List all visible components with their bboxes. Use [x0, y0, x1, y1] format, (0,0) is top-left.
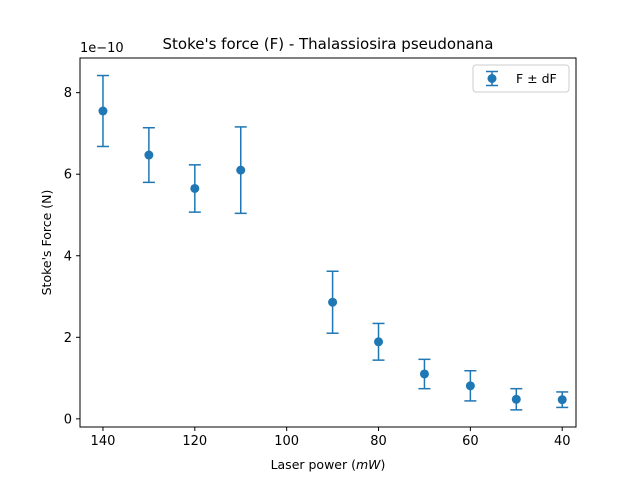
chart-title: Stoke's force (F) - Thalassiosira pseudo…	[163, 35, 494, 53]
x-tick-label: 120	[182, 434, 207, 449]
data-point	[465, 381, 475, 391]
data-point	[190, 183, 200, 193]
data-point	[557, 395, 567, 405]
legend-point	[487, 74, 497, 83]
marks-layer	[96, 74, 569, 411]
x-tick-label: 140	[91, 434, 116, 449]
x-tick-label: 40	[554, 434, 571, 449]
y-tick-label: 2	[64, 331, 72, 346]
y-tick-label: 8	[64, 86, 72, 101]
y-tick-label: 4	[64, 249, 72, 264]
y-tick-label: 6	[64, 168, 72, 183]
legend-label: F ± dF	[516, 71, 557, 86]
ticks-layer: 140 120 100 80 60 40 0 2 4 6 8	[64, 86, 571, 449]
x-axis-label: Laser power (mW)	[271, 457, 386, 472]
data-point	[98, 106, 108, 116]
data-point	[419, 369, 429, 379]
x-tick-label: 80	[370, 434, 387, 449]
data-point	[374, 337, 384, 347]
data-point	[328, 297, 338, 307]
data-point	[511, 394, 521, 404]
y-tick-label: 0	[64, 412, 72, 427]
y-axis-label: Stoke's Force (N)	[39, 190, 54, 296]
data-point	[236, 165, 246, 175]
x-tick-label: 60	[462, 434, 479, 449]
x-axis-label-close: )	[381, 457, 386, 472]
data-point	[144, 150, 154, 160]
legend: F ± dF	[472, 64, 570, 93]
plot-frame	[79, 57, 577, 428]
legend-marker	[486, 70, 498, 87]
x-tick-label: 100	[274, 434, 299, 449]
x-axis-label-main: Laser power (	[271, 457, 356, 472]
y-axis-multiplier: 1e−10	[80, 41, 124, 56]
x-axis-label-unit: mW	[356, 457, 381, 472]
